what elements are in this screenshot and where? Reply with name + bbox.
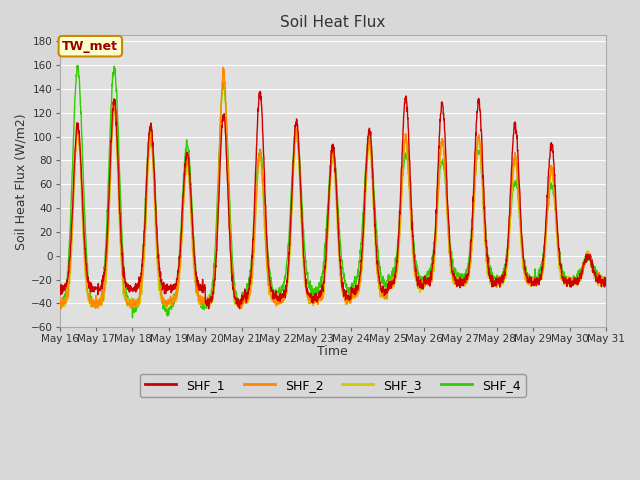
Legend: SHF_1, SHF_2, SHF_3, SHF_4: SHF_1, SHF_2, SHF_3, SHF_4 (140, 374, 525, 397)
X-axis label: Time: Time (317, 346, 348, 359)
Title: Soil Heat Flux: Soil Heat Flux (280, 15, 385, 30)
Y-axis label: Soil Heat Flux (W/m2): Soil Heat Flux (W/m2) (15, 113, 28, 250)
Text: TW_met: TW_met (62, 40, 118, 53)
